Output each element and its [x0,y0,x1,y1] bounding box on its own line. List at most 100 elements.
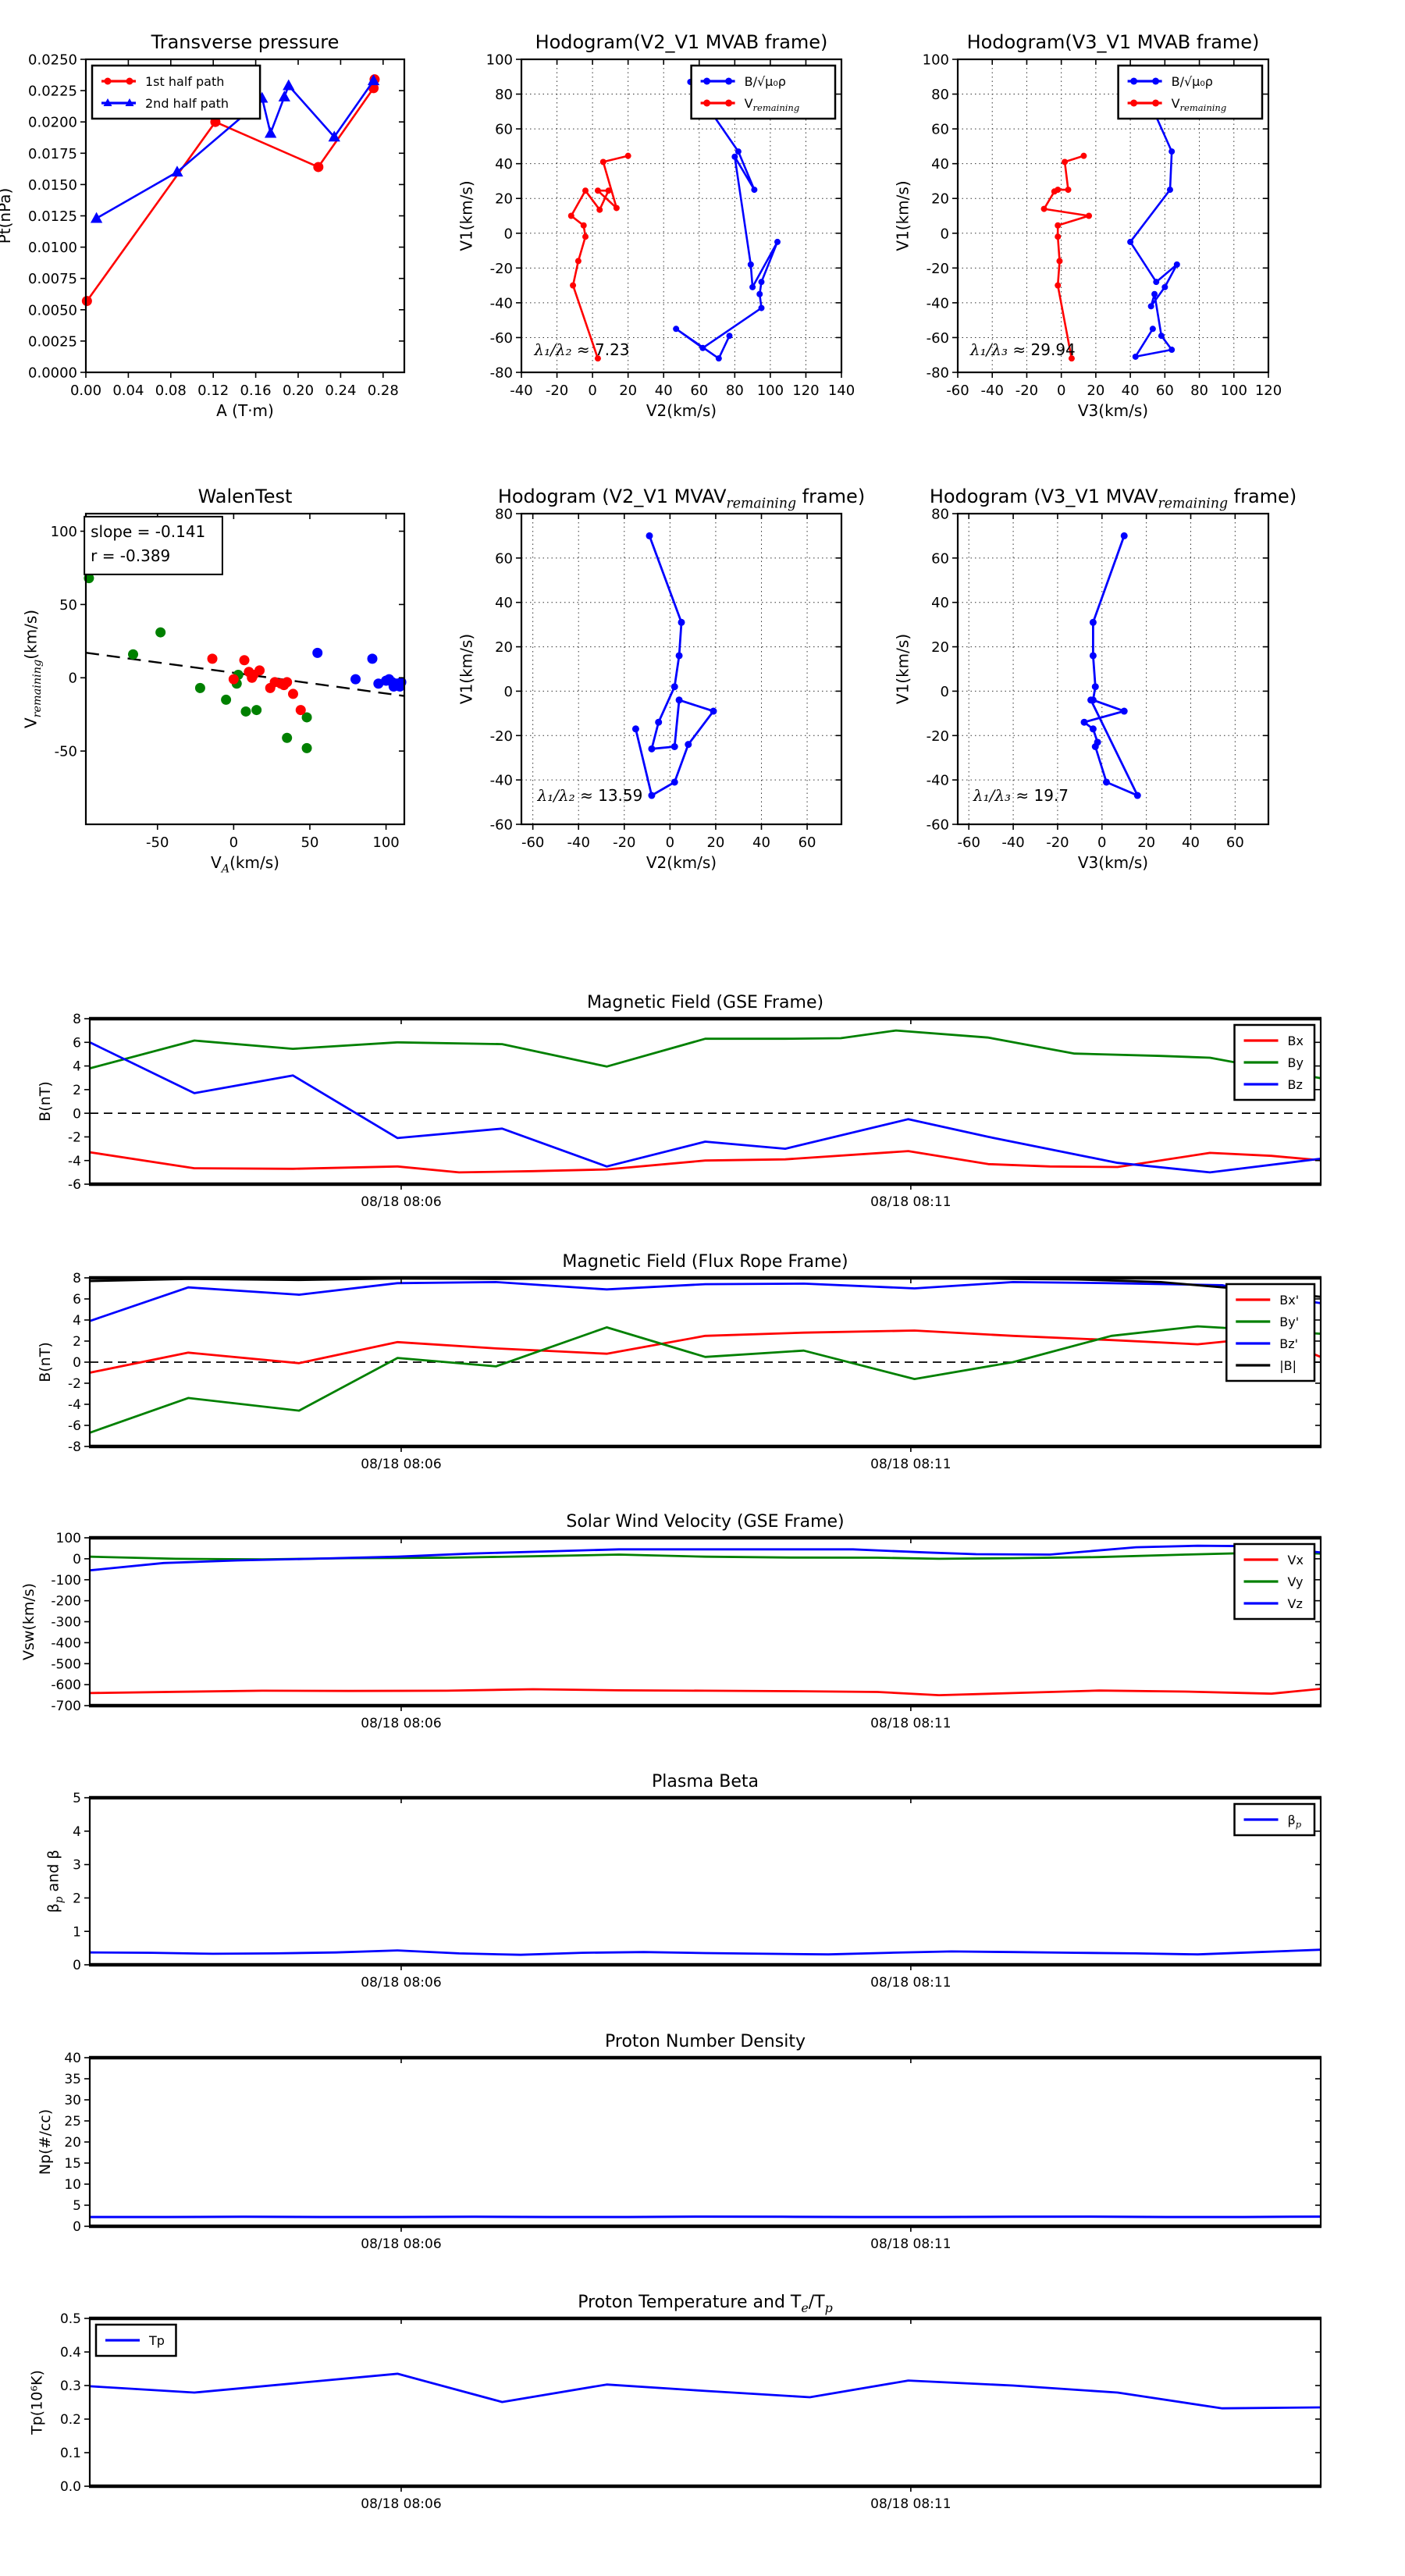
svg-text:B(nT): B(nT) [37,1342,54,1382]
svg-text:1: 1 [73,1924,81,1940]
svg-text:0.0225: 0.0225 [28,84,77,100]
svg-text:V1(km/s): V1(km/s) [457,180,476,251]
svg-text:0.2: 0.2 [60,2412,81,2428]
svg-text:Bz: Bz [1288,1077,1303,1092]
svg-text:40: 40 [752,834,770,851]
svg-text:Hodogram(V2_V1 MVAB frame): Hodogram(V2_V1 MVAB frame) [535,31,828,53]
svg-text:slope = -0.141: slope = -0.141 [91,522,205,541]
svg-text:0.04: 0.04 [112,382,144,399]
svg-text:-60: -60 [958,834,980,851]
svg-text:Proton Number Density: Proton Number Density [605,2032,806,2051]
plot-solar-wind-velocity: 08/18 08:06 08/18 08:11 -700 -600 -500 -400 -3… [20,1512,1322,1731]
svg-text:08/18 08:11: 08/18 08:11 [870,1716,951,1731]
svg-text:βp: βp [1288,1813,1302,1830]
svg-text:-40: -40 [510,382,532,399]
svg-text:20: 20 [495,639,513,656]
svg-text:20: 20 [64,2135,81,2151]
svg-text:6: 6 [73,1035,81,1051]
svg-text:By: By [1288,1055,1304,1070]
plot-walen-test: -50 0 50 100 -50 0 50 100 WalenTest VA(km/s) Vrema… [22,486,407,876]
svg-text:6: 6 [73,1292,81,1308]
svg-text:Vremaining: Vremaining [745,96,800,113]
svg-text:-80: -80 [927,365,949,381]
svg-text:-40: -40 [927,295,949,311]
svg-text:50: 50 [59,597,77,614]
svg-text:0.0050: 0.0050 [28,302,77,318]
svg-text:-40: -40 [1001,834,1024,851]
svg-text:8: 8 [73,1012,81,1027]
svg-text:0.28: 0.28 [368,382,399,399]
svg-text:08/18 08:06: 08/18 08:06 [361,1194,441,1210]
svg-text:08/18 08:06: 08/18 08:06 [361,1975,441,1991]
svg-text:0: 0 [941,684,949,700]
svg-text:35: 35 [64,2072,81,2087]
svg-text:-600: -600 [51,1678,81,1693]
svg-text:-20: -20 [613,834,635,851]
plot-hodogram-v2v1-mvav: -60 -40 -20 0 20 40 60 -60 -40 -20 0 20 40 60 80 Hodogr… [457,486,866,872]
svg-text:0.0: 0.0 [60,2479,81,2495]
svg-text:08/18 08:11: 08/18 08:11 [870,1975,951,1991]
svg-text:2: 2 [73,1334,81,1350]
svg-text:V3(km/s): V3(km/s) [1078,853,1148,872]
svg-text:-200: -200 [51,1594,81,1610]
svg-text:Proton Temperature and Te/Tp: Proton Temperature and Te/Tp [578,2293,832,2315]
svg-text:-6: -6 [68,1418,81,1434]
svg-text:Bz': Bz' [1279,1336,1298,1351]
svg-text:VA(km/s): VA(km/s) [211,853,279,876]
svg-text:20: 20 [495,191,513,208]
svg-text:100: 100 [1221,382,1247,399]
svg-text:100: 100 [486,52,513,68]
svg-text:0.0025: 0.0025 [28,333,77,350]
svg-text:100: 100 [372,834,399,851]
svg-text:r = -0.389: r = -0.389 [91,546,170,565]
svg-text:40: 40 [1182,834,1200,851]
svg-text:Magnetic Field (GSE Frame): Magnetic Field (GSE Frame) [587,993,823,1012]
svg-text:0.24: 0.24 [325,382,356,399]
svg-text:Vx: Vx [1288,1553,1304,1567]
svg-text:0: 0 [941,226,949,242]
svg-text:08/18 08:11: 08/18 08:11 [870,2496,951,2512]
svg-text:B/√μ₀ρ: B/√μ₀ρ [1172,74,1213,89]
svg-text:WalenTest: WalenTest [198,486,293,507]
plot-magnetic-field-gse: 08/18 08:06 08/18 08:11 -6 -4 -2 0 2 4 6 8 Magneti… [37,993,1322,1210]
svg-text:80: 80 [931,506,949,522]
svg-text:Tp: Tp [148,2333,165,2348]
svg-text:-50: -50 [55,744,77,760]
svg-text:40: 40 [64,2051,81,2066]
svg-text:-500: -500 [51,1656,81,1672]
svg-text:V1(km/s): V1(km/s) [894,634,912,704]
svg-text:-20: -20 [546,382,568,399]
svg-text:0.0075: 0.0075 [28,271,77,287]
svg-text:80: 80 [495,506,513,522]
plot-plasma-beta: 08/18 08:06 08/18 08:11 0 1 2 3 4 5 Plasma Beta β… [44,1772,1322,1991]
svg-text:40: 40 [931,595,949,611]
svg-text:-20: -20 [490,728,513,745]
svg-text:25: 25 [64,2114,81,2129]
svg-text:-40: -40 [567,834,590,851]
svg-text:B/√μ₀ρ: B/√μ₀ρ [745,74,786,89]
svg-text:-400: -400 [51,1635,81,1651]
svg-text:10: 10 [64,2177,81,2193]
svg-text:-60: -60 [490,330,513,347]
svg-text:60: 60 [1226,834,1244,851]
svg-text:4: 4 [73,1313,81,1329]
svg-text:0.3: 0.3 [60,2379,81,2394]
svg-text:-20: -20 [927,261,949,277]
svg-text:Bx': Bx' [1279,1293,1299,1308]
svg-text:Hodogram (V3_V1 MVAVremaining: Hodogram (V3_V1 MVAVremaining frame) [930,486,1297,512]
svg-text:0: 0 [504,226,513,242]
svg-text:20: 20 [706,834,724,851]
svg-text:4: 4 [73,1059,81,1075]
plot-proton-number-density: 08/18 08:06 08/18 08:11 0 5 10 15 20 25 30 35 40 Pr… [37,2032,1322,2252]
svg-text:80: 80 [931,87,949,103]
svg-text:0.0150: 0.0150 [28,177,77,194]
svg-text:-50: -50 [146,834,169,851]
svg-text:4: 4 [73,1824,81,1840]
svg-text:2nd half path: 2nd half path [145,96,229,111]
svg-text:0.0200: 0.0200 [28,115,77,131]
svg-text:0: 0 [1097,834,1106,851]
svg-text:0: 0 [588,382,596,399]
svg-text:0: 0 [666,834,674,851]
svg-text:0: 0 [73,1552,81,1567]
